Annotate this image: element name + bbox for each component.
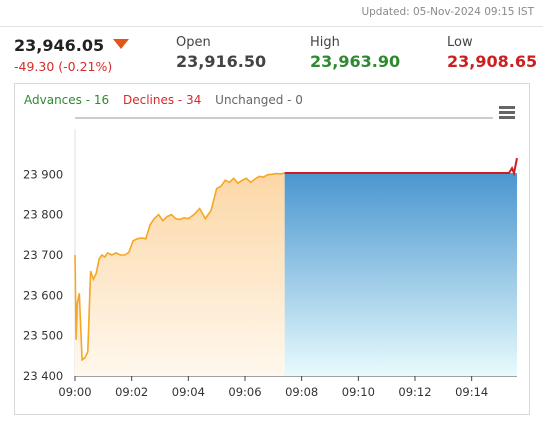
legend-advances[interactable]: Advances - 16 (24, 93, 110, 107)
x-tick-label: 09:12 (398, 385, 431, 399)
open-stat: Open 23,916.50 (176, 35, 266, 71)
chart-legend: Advances - 16 Declines - 34 Unchanged - … (24, 93, 313, 107)
low-value: 23,908.65 (447, 52, 538, 71)
open-value: 23,916.50 (176, 52, 267, 71)
projection-line (284, 157, 518, 177)
x-tick-label: 09:08 (285, 385, 318, 399)
y-tick-label: 23 400 (23, 369, 63, 383)
projection-area (284, 173, 517, 376)
chart-menu-icon[interactable] (499, 106, 515, 119)
high-value: 23,963.90 (310, 52, 401, 71)
y-tick-label: 23 800 (23, 208, 63, 222)
x-tick-label: 09:06 (228, 385, 261, 399)
header-divider (0, 26, 543, 27)
current-price: 23,946.05 (14, 36, 105, 55)
y-tick-label: 23 500 (23, 329, 63, 343)
x-tick-label: 09:02 (115, 385, 148, 399)
low-stat: Low 23,908.65 (447, 35, 537, 71)
legend-unchanged[interactable]: Unchanged - 0 (215, 93, 303, 107)
x-tick-label: 09:00 (58, 385, 91, 399)
price-change: -49.30 (-0.21%) (14, 59, 113, 74)
chart-container: 23 400 23 500 23 600 23 700 23 800 23 900 09:0… (14, 83, 530, 415)
legend-declines[interactable]: Declines - 34 (122, 93, 202, 107)
low-label: Low (447, 35, 473, 50)
x-tick-label: 09:04 (172, 385, 205, 399)
y-tick-label: 23 700 (23, 248, 63, 262)
series-area (75, 173, 285, 376)
high-label: High (310, 35, 340, 50)
price-block: 23,946.05 -49.30 (-0.21%) (14, 36, 130, 74)
x-tick-label: 09:10 (342, 385, 375, 399)
high-stat: High 23,963.90 (310, 35, 400, 71)
y-tick-label: 23 600 (23, 288, 63, 302)
x-tick-label: 09:14 (455, 385, 488, 399)
updated-timestamp: Updated: 05-Nov-2024 09:15 IST (361, 6, 534, 18)
series-line (74, 172, 285, 362)
y-tick-label: 23 900 (23, 167, 63, 181)
down-arrow-icon (113, 39, 130, 49)
line-chart: 23 400 23 500 23 600 23 700 23 800 23 900 09:0… (23, 117, 518, 399)
open-label: Open (176, 35, 211, 50)
